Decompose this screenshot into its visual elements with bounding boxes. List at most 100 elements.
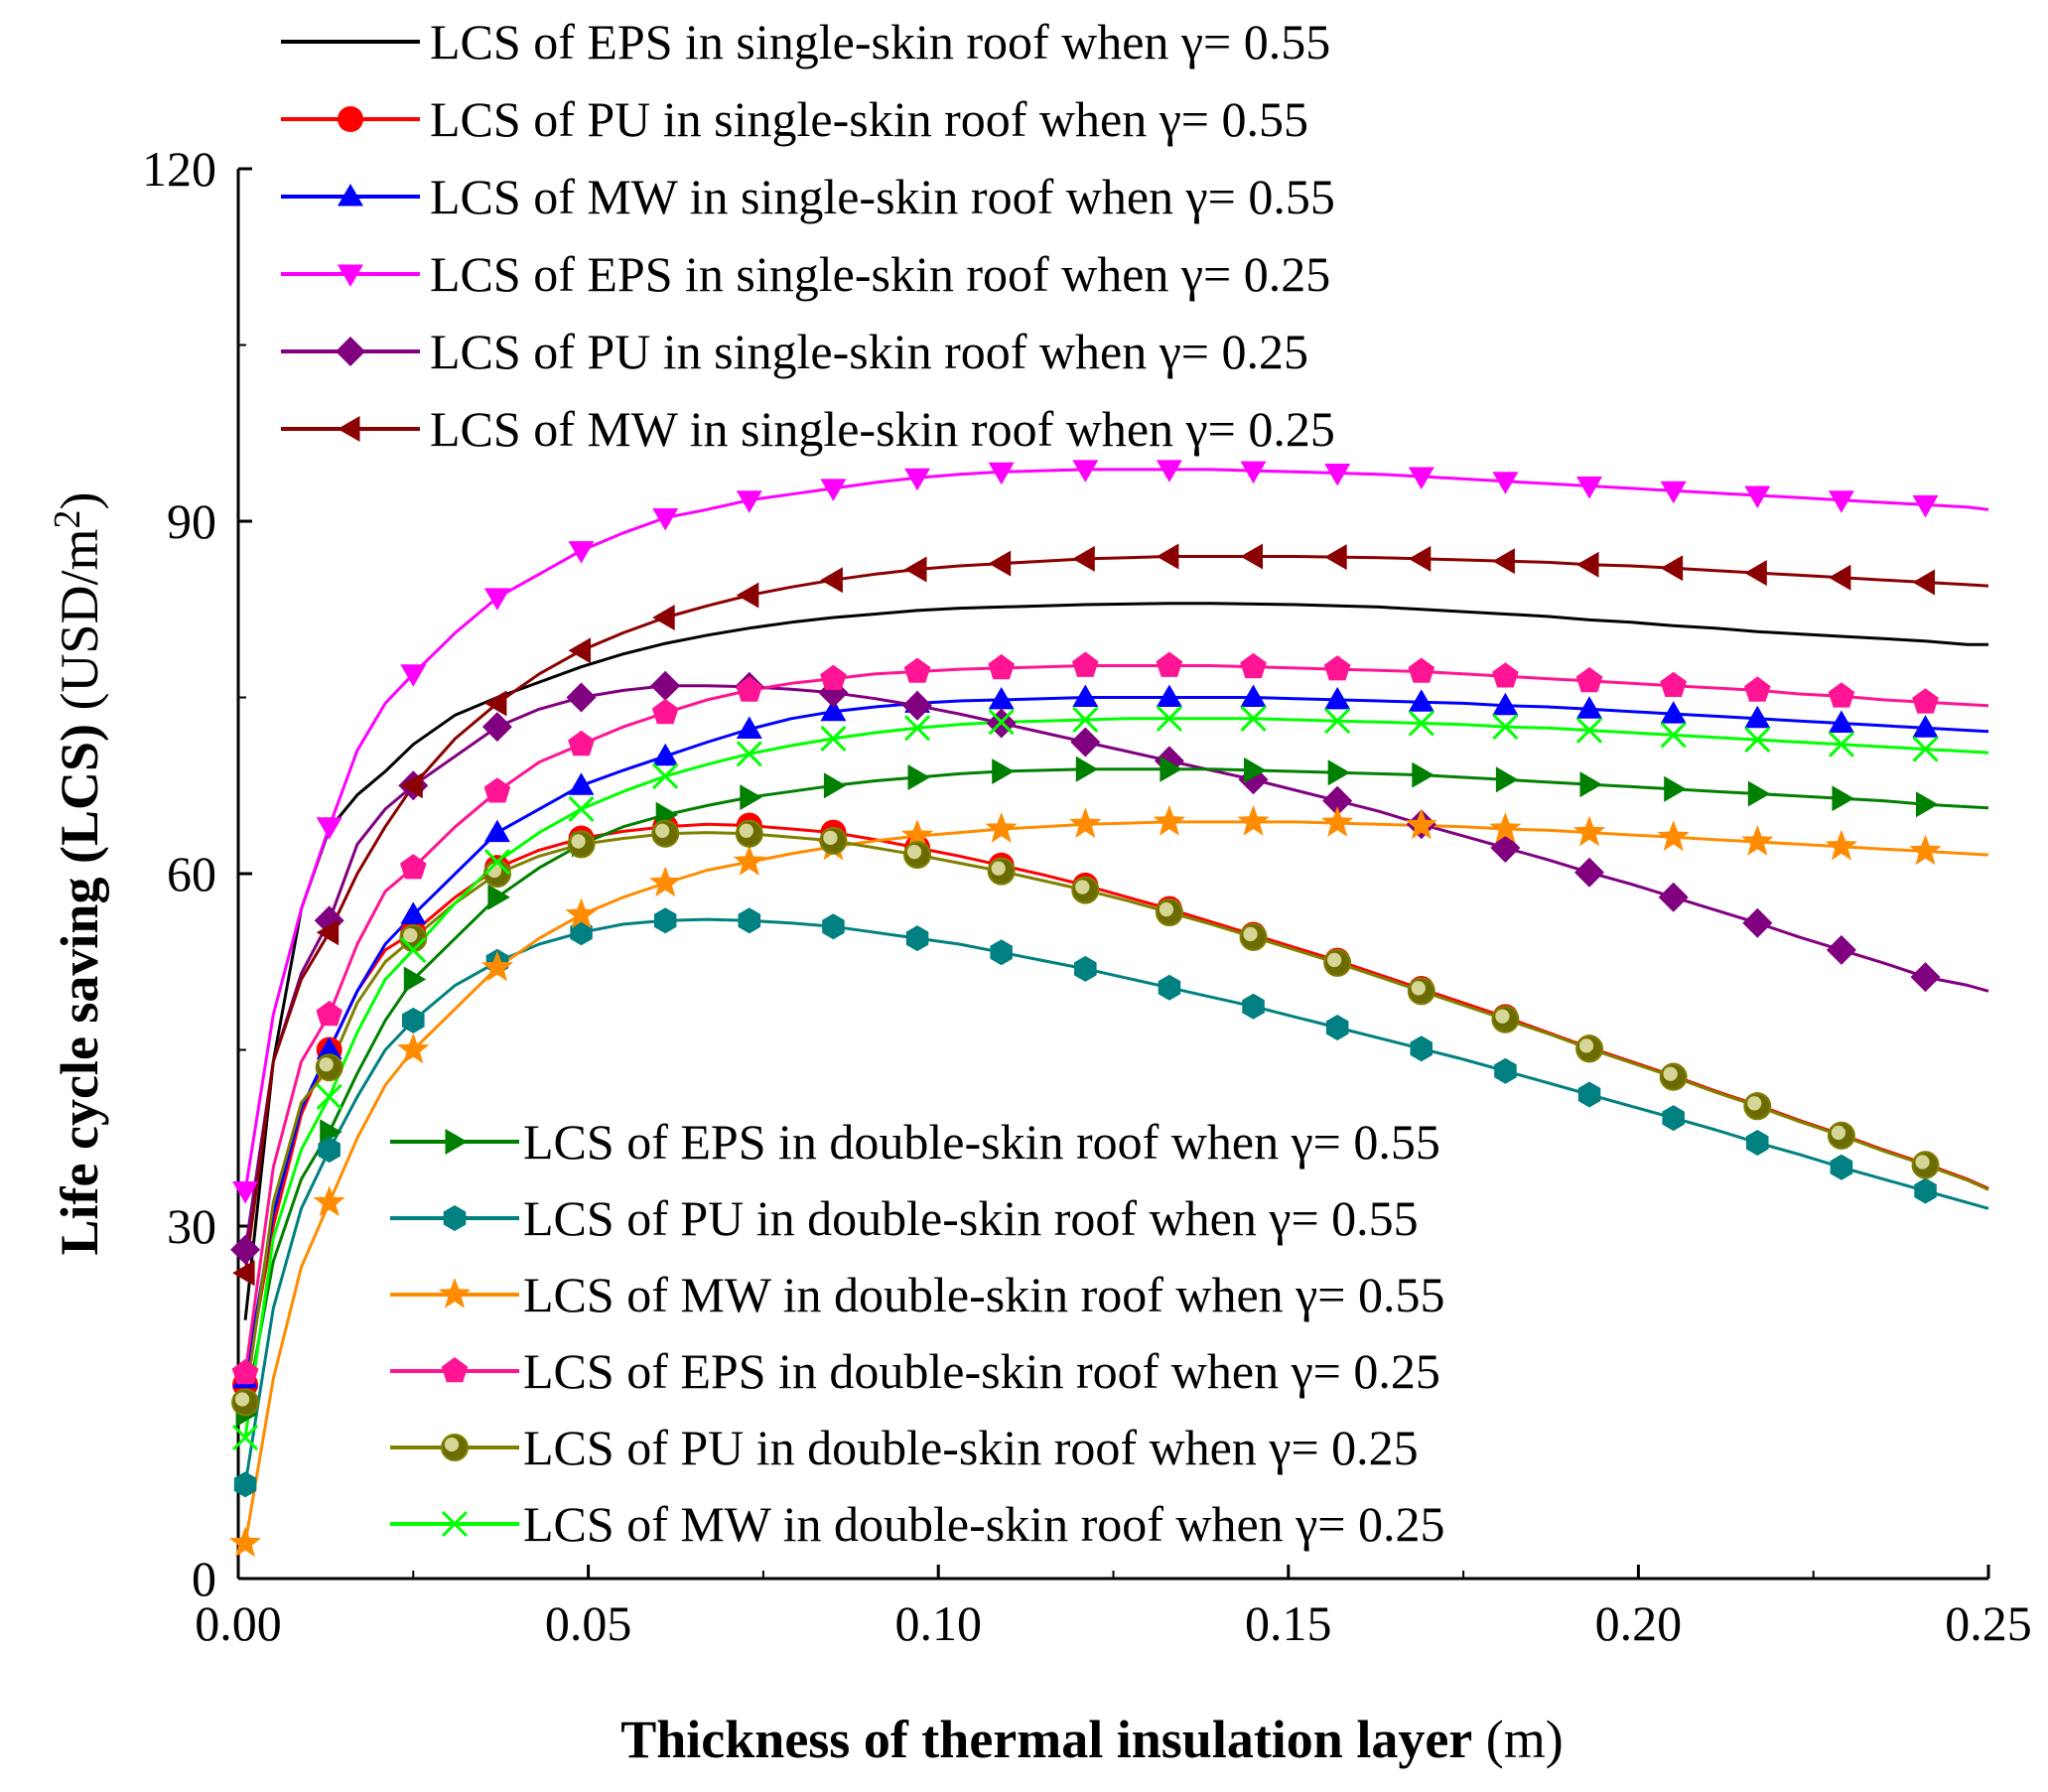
x-tick-label: 0.20 [1595,1595,1683,1651]
series-3-point [820,479,847,501]
series-11-point [483,849,510,876]
series-11-point [1156,705,1182,732]
series-10-point [315,1053,343,1082]
series-6-point [740,784,762,811]
series-6-point [1916,791,1939,818]
series-6-point [907,764,930,790]
series-11-point [903,715,931,742]
legend-marker [338,106,363,132]
series-11-point [736,741,762,767]
series-3-point [1912,494,1939,518]
series-3-point [1828,490,1854,513]
legend-item: LCS of EPS in single-skin roof when γ= 0… [281,246,1330,302]
series-8-point [1741,825,1774,856]
series-5-point [232,1260,255,1287]
series-11-point [1660,722,1687,749]
series-2-point [1828,710,1854,733]
series-9-point [820,664,847,690]
series-6-point [1075,756,1099,782]
series-5-point [1576,551,1599,578]
legend-label: LCS of MW in single-skin roof when γ= 0.… [430,401,1335,457]
series-4-point [1490,833,1521,863]
series-2-point [316,1036,342,1059]
series-6-point [992,758,1015,784]
y-tick-label: 0 [192,1551,216,1606]
legend-marker [336,337,365,366]
series-10-point [735,819,763,848]
series-2-point [400,901,427,924]
legend-label: LCS of EPS in single-skin roof when γ= 0… [430,246,1330,302]
series-10-point [567,830,596,859]
series-4-point [650,670,681,701]
y-tick-label: 120 [142,141,216,197]
series-6-point [403,966,427,993]
series-6-point [1327,759,1351,786]
series-11-point [1575,717,1603,744]
series-5-point [483,690,507,717]
legend-marker [441,1434,469,1461]
series-9-point [1072,651,1099,677]
series-6-point [1160,756,1182,782]
series-9-point [1408,657,1435,683]
series-3-point [1324,464,1351,486]
series-10-point [1743,1092,1772,1121]
series-5-point [904,556,927,583]
series-line-0 [243,602,1988,1320]
legend-label: LCS of PU in double-skin roof when γ= 0.… [523,1420,1419,1475]
series-8-point [1405,808,1437,840]
legend-marker [438,1278,472,1309]
series-2-point [1408,689,1434,712]
series-11-point [1828,731,1854,758]
series-5-point [1072,545,1095,572]
legend-item: LCS of MW in double-skin roof when γ= 0.… [390,1496,1444,1552]
series-11-point [1408,710,1434,737]
series-8-point [565,897,598,929]
series-9-point [483,777,511,803]
series-6-point [1664,775,1687,802]
series-8-point [228,1526,262,1558]
series-4-point [1742,907,1773,938]
series-2-point [652,743,679,766]
series-4-point [481,712,512,743]
legend-item: LCS of PU in double-skin roof when γ= 0.… [390,1420,1419,1475]
x-tick-label: 0.10 [894,1595,982,1651]
series-7-point [738,907,761,934]
series-9-point [1828,682,1855,708]
series-8-point [313,1185,345,1217]
series-11-point [988,709,1015,736]
series-10-point [1407,977,1435,1006]
series-9-point [1744,676,1771,702]
series-11-point [400,936,427,963]
series-5-point [1828,564,1851,591]
series-9-point [988,653,1015,680]
series-11-point [1324,708,1351,735]
series-9-point [651,698,679,725]
legend-marker [441,1357,469,1383]
series-3-point [988,462,1015,485]
series-2-point [483,819,510,843]
series-2-point [1072,684,1099,707]
series-6-point [1579,771,1602,798]
series-7-point [905,925,929,952]
series-5-point [820,567,843,594]
series-5-point [568,637,591,664]
y-axis-title: Life cycle saving (LCS) (USD/m2) [47,492,109,1256]
series-8-point [1909,834,1942,866]
series-4-point [902,690,932,721]
series-8-point [397,1033,430,1064]
series-6-point [1244,757,1267,783]
series-3-point [1744,485,1771,508]
y-tick-label: 90 [167,493,216,549]
series-7-point [318,1137,341,1164]
series-7-point [570,919,593,946]
series-7-point [653,907,677,934]
legend-label: LCS of PU in single-skin roof when γ= 0.… [430,324,1308,379]
series-8-point [1069,807,1102,839]
series-8-point [480,950,514,982]
series-3-point [1156,460,1182,482]
legend-label: LCS of EPS in double-skin roof when γ= 0… [523,1114,1440,1170]
x-tick-label: 0.05 [545,1595,632,1651]
legend-item: LCS of MW in single-skin roof when γ= 0.… [281,401,1335,457]
series-8-point [649,866,682,897]
series-6-point [1747,780,1771,807]
